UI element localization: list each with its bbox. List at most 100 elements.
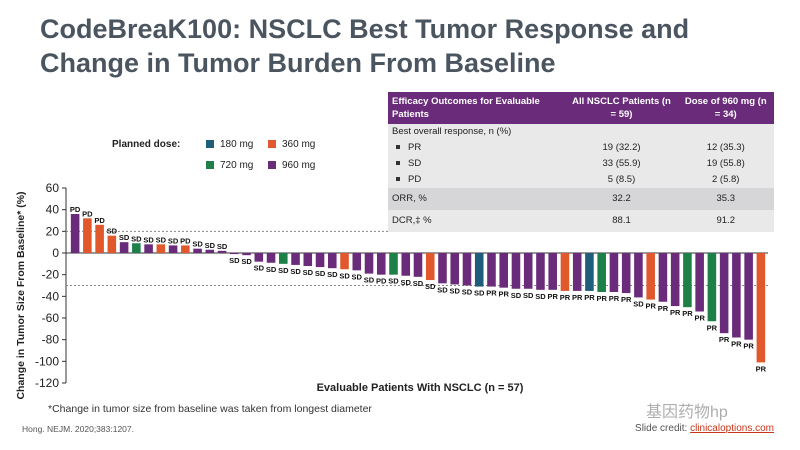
bar [560, 253, 570, 291]
bar [340, 253, 349, 270]
response-label: PR [658, 304, 669, 313]
legend-item-180: 180 mg [206, 139, 253, 150]
legend-swatch [206, 140, 214, 148]
response-label: SD [315, 269, 326, 278]
bar [413, 253, 423, 277]
slide-credit: Slide credit: clinicaloptions.com [635, 423, 774, 434]
response-label: PD [82, 209, 93, 218]
bar [756, 253, 766, 363]
bar [707, 253, 717, 322]
response-label: SD [633, 299, 644, 308]
response-label: PR [731, 340, 742, 349]
bar [230, 253, 239, 255]
response-label: SD [217, 242, 228, 251]
bar [401, 253, 411, 276]
response-label: SD [143, 235, 154, 244]
bar [658, 253, 668, 302]
y-axis-label: Change in Tumor Size From Baseline* (%) [15, 191, 27, 399]
y-tick-label: -100 [35, 354, 59, 368]
table-cell: DCR,‡ % [388, 210, 566, 232]
response-label: PR [560, 293, 571, 302]
response-label: PD [376, 277, 387, 286]
bar [609, 253, 619, 292]
efficacy-table: Efficacy Outcomes for Evaluable Patients… [388, 92, 774, 232]
bar [254, 253, 264, 262]
y-tick-label: 40 [46, 203, 60, 217]
bar [168, 245, 178, 253]
response-label: SD [339, 271, 350, 280]
bar [670, 253, 680, 307]
bar [585, 253, 594, 291]
response-label: SD [156, 235, 167, 244]
bullet-icon [396, 177, 400, 181]
row-label-cell: PD [388, 172, 566, 188]
response-label: SD [119, 233, 130, 242]
table-cell: 32.2 [565, 188, 678, 210]
table-cell: 19 (55.8) [677, 156, 774, 172]
bar [744, 253, 753, 340]
bar [144, 244, 153, 253]
table-cell: 2 (5.8) [677, 172, 774, 188]
response-label: SD [278, 266, 289, 275]
response-label: PR [682, 309, 693, 318]
y-tick-label: 0 [52, 246, 59, 260]
bar [83, 218, 92, 253]
response-label: PR [694, 314, 705, 323]
bar [132, 243, 141, 253]
response-label: PR [486, 289, 497, 298]
legend-swatch [206, 161, 214, 169]
page-title: CodeBreaK100: NSCLC Best Tumor Response … [40, 14, 690, 78]
response-label: PR [645, 302, 656, 311]
bar [352, 253, 362, 271]
table-cell: 12 (35.3) [677, 140, 774, 156]
response-label: SD [425, 282, 436, 291]
table-header: Dose of 960 mg (n = 34) [677, 92, 774, 124]
legend-item-960: 960 mg [268, 160, 315, 171]
bar [511, 253, 521, 289]
response-label: SD [437, 285, 448, 294]
response-label: SD [462, 288, 473, 297]
bar [634, 253, 643, 298]
response-label: SD [192, 240, 203, 249]
bar [327, 253, 337, 269]
y-tick-label: -40 [42, 289, 60, 303]
bar [303, 253, 313, 266]
bar [597, 253, 606, 292]
table-row: Best overall response, n (%) [388, 124, 774, 140]
response-label: SD [327, 270, 338, 279]
response-label: SD [107, 227, 118, 236]
table-cell: 19 (32.2) [565, 140, 678, 156]
bar [536, 253, 545, 290]
bar [695, 253, 704, 312]
bar [450, 253, 460, 285]
response-label: PR [596, 294, 607, 303]
credit-link[interactable]: clinicaloptions.com [690, 423, 774, 434]
table-row: DCR,‡ % 88.1 91.2 [388, 210, 774, 232]
table-cell: 88.1 [565, 210, 678, 232]
table-header: Efficacy Outcomes for Evaluable Patients [388, 92, 566, 124]
response-label: SD [474, 289, 485, 298]
y-tick-label: -80 [42, 333, 60, 347]
bar [572, 253, 582, 291]
bar [364, 253, 374, 274]
response-label: SD [388, 277, 399, 286]
response-label: PR [609, 294, 620, 303]
bar [499, 253, 508, 288]
response-label: PR [572, 293, 583, 302]
response-label: SD [205, 241, 216, 250]
bar [279, 253, 288, 264]
response-label: PR [621, 295, 632, 304]
table-header: All NSCLC Patients (n = 59) [565, 92, 678, 124]
table-cell: 91.2 [677, 210, 774, 232]
response-label: SD [413, 279, 424, 288]
table-cell: 35.3 [677, 188, 774, 210]
bar [389, 253, 398, 275]
bar [732, 253, 741, 338]
response-label: SD [364, 276, 375, 285]
legend-title: Planned dose: [112, 139, 181, 150]
response-label: PD [94, 216, 105, 225]
response-label: PR [743, 342, 754, 351]
table-cell: ORR, % [388, 188, 566, 210]
response-label: PD [70, 205, 81, 214]
table-row: PR 19 (32.2) 12 (35.3) [388, 140, 774, 156]
